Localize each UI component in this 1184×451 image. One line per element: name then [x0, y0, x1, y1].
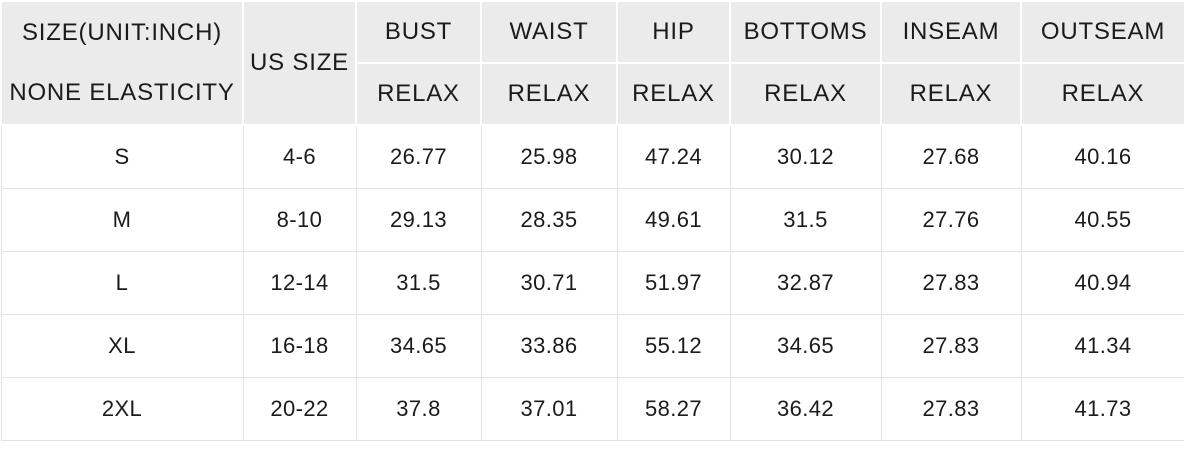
- column-header-outseam: OUTSEAM: [1020, 0, 1184, 64]
- us-size-cell: 20-22: [242, 376, 357, 441]
- size-chart-table: SIZE(UNIT:INCH) NONE ELASTICITY US SIZE …: [0, 0, 1184, 441]
- us-size-header: US SIZE: [242, 0, 357, 126]
- elasticity-label: NONE ELASTICITY: [9, 79, 235, 106]
- size-unit-label: SIZE(UNIT:INCH): [22, 19, 222, 46]
- us-size-cell: 4-6: [242, 124, 357, 189]
- table-header: SIZE(UNIT:INCH) NONE ELASTICITY US SIZE …: [0, 0, 1184, 126]
- size-cell: M: [0, 187, 244, 252]
- size-unit-header-cell: SIZE(UNIT:INCH) NONE ELASTICITY: [0, 0, 244, 126]
- column-header-inseam: INSEAM: [880, 0, 1022, 64]
- relax-subheader-bottoms: RELAX: [729, 62, 882, 126]
- bottoms-cell: 36.42: [729, 376, 882, 441]
- waist-cell: 37.01: [480, 376, 618, 441]
- relax-subheader-inseam: RELAX: [880, 62, 1022, 126]
- bust-cell: 37.8: [355, 376, 482, 441]
- size-cell: L: [0, 250, 244, 315]
- header-row-measures: SIZE(UNIT:INCH) NONE ELASTICITY US SIZE …: [0, 0, 1184, 126]
- column-header-bottoms: BOTTOMS: [729, 0, 882, 64]
- inseam-cell: 27.83: [880, 313, 1022, 378]
- table-body: S 4-6 26.77 25.98 47.24 30.12 27.68 40.1…: [0, 124, 1184, 441]
- us-size-cell: 12-14: [242, 250, 357, 315]
- bottoms-cell: 34.65: [729, 313, 882, 378]
- bust-cell: 34.65: [355, 313, 482, 378]
- waist-cell: 28.35: [480, 187, 618, 252]
- table-row-m: M 8-10 29.13 28.35 49.61 31.5 27.76 40.5…: [0, 187, 1184, 252]
- relax-subheader-waist: RELAX: [480, 62, 618, 126]
- hip-cell: 47.24: [616, 124, 731, 189]
- hip-cell: 58.27: [616, 376, 731, 441]
- outseam-cell: 40.16: [1020, 124, 1184, 189]
- bust-cell: 26.77: [355, 124, 482, 189]
- size-cell: 2XL: [0, 376, 244, 441]
- us-size-cell: 8-10: [242, 187, 357, 252]
- table-row-s: S 4-6 26.77 25.98 47.24 30.12 27.68 40.1…: [0, 124, 1184, 189]
- size-cell: XL: [0, 313, 244, 378]
- bust-cell: 29.13: [355, 187, 482, 252]
- bust-cell: 31.5: [355, 250, 482, 315]
- inseam-cell: 27.68: [880, 124, 1022, 189]
- us-size-cell: 16-18: [242, 313, 357, 378]
- bottoms-cell: 31.5: [729, 187, 882, 252]
- relax-subheader-outseam: RELAX: [1020, 62, 1184, 126]
- hip-cell: 55.12: [616, 313, 731, 378]
- table-row-l: L 12-14 31.5 30.71 51.97 32.87 27.83 40.…: [0, 250, 1184, 315]
- inseam-cell: 27.83: [880, 250, 1022, 315]
- outseam-cell: 40.55: [1020, 187, 1184, 252]
- waist-cell: 33.86: [480, 313, 618, 378]
- bottoms-cell: 32.87: [729, 250, 882, 315]
- inseam-cell: 27.83: [880, 376, 1022, 441]
- outseam-cell: 40.94: [1020, 250, 1184, 315]
- hip-cell: 51.97: [616, 250, 731, 315]
- relax-subheader-hip: RELAX: [616, 62, 731, 126]
- outseam-cell: 41.34: [1020, 313, 1184, 378]
- column-header-waist: WAIST: [480, 0, 618, 64]
- header-row-relax: RELAX RELAX RELAX RELAX RELAX RELAX: [1, 62, 1184, 126]
- hip-cell: 49.61: [616, 187, 731, 252]
- outseam-cell: 41.73: [1020, 376, 1184, 441]
- waist-cell: 25.98: [480, 124, 618, 189]
- column-header-bust: BUST: [355, 0, 482, 64]
- bottoms-cell: 30.12: [729, 124, 882, 189]
- inseam-cell: 27.76: [880, 187, 1022, 252]
- size-cell: S: [0, 124, 244, 189]
- waist-cell: 30.71: [480, 250, 618, 315]
- table-row-xl: XL 16-18 34.65 33.86 55.12 34.65 27.83 4…: [0, 313, 1184, 378]
- column-header-hip: HIP: [616, 0, 731, 64]
- relax-subheader-bust: RELAX: [355, 62, 482, 126]
- table-row-2xl: 2XL 20-22 37.8 37.01 58.27 36.42 27.83 4…: [0, 376, 1184, 441]
